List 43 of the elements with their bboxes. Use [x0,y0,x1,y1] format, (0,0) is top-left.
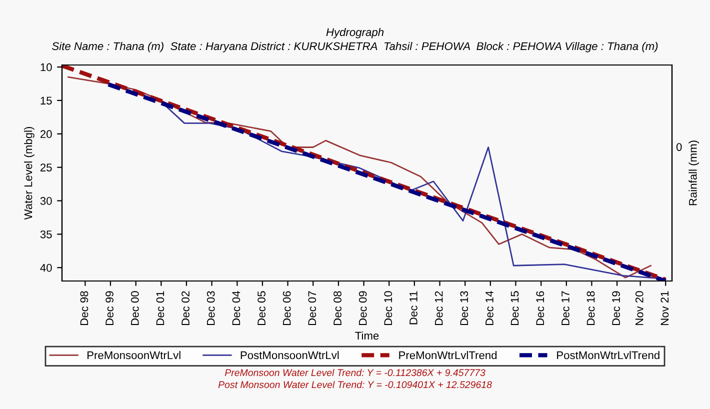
x-tick-label: Dec 16 [536,291,544,326]
x-tick-label: Dec 15 [510,291,519,326]
x-tick-label: Dec 10 [384,291,392,326]
x-tick-label: Dec 06 [282,291,291,326]
legend-label: PreMonWtrLvlTrend [399,351,497,360]
text: Post Monsoon Water Level Trend: Y = -0.109401X + 12.529618 [218,380,492,388]
chart-title: Hydrograph [326,28,384,38]
y-tick-label: 10 [40,63,52,72]
y-tick-label: 30 [40,197,52,205]
x-tick-label: Dec 19 [612,291,620,326]
text: PreMonsoon Water Level Trend: Y = -0.112386X + 9.457773 [224,368,486,376]
x-tick-label: Dec 13 [460,291,468,326]
legend-label: PostMonWtrLvlTrend [557,351,660,360]
x-axis-title: Time [355,331,379,340]
x-tick-label: Dec 98 [80,291,88,326]
x-tick-label: Dec 09 [358,291,367,326]
y-tick-label: 40 [40,264,52,272]
y-tick-label: 15 [40,96,52,105]
x-tick-label: Dec 04 [232,291,240,326]
x-tick-label: Dec 18 [586,291,595,326]
x-tick-label: Dec 07 [308,291,316,326]
x-tick-label: Dec 00 [130,291,139,326]
x-tick-label: Dec 14 [486,291,494,326]
x-tick-label: Dec 08 [334,291,342,326]
x-tick-label: Nov 20 [635,291,644,326]
x-tick-label: Dec 03 [206,291,215,326]
x-tick-label: Dec 05 [258,291,266,326]
x-tick-label: Nov 21 [660,291,669,326]
x-tick-label: Dec 17 [562,291,570,326]
x-tick-label: Dec 02 [182,291,190,326]
chart-subtitle: Site Name : Thana (m) State : Haryana District : KURUKSHETRA Tahsil : PEHOWA Block : PEHOWA Village : Thana (m) [52,42,658,52]
y2-axis-title: Rainfall (mm) [688,140,700,206]
x-tick-label: Dec 99 [106,291,114,326]
x-tick-label: Dec 12 [434,291,443,326]
x-tick-label: Dec 01 [156,291,164,326]
legend-label: PreMonsoonWtrLvl [88,351,180,360]
legend-label: PostMonsoonWtrLvl [240,351,339,360]
y-tick-label: 25 [40,164,52,172]
y-tick-label: 20 [40,130,52,138]
text: 0 [676,143,682,151]
y-tick-label: 35 [40,230,52,238]
x-tick-label: Dec 11 [410,291,418,324]
y-axis-title: Water Level (mbgl) [24,126,34,220]
